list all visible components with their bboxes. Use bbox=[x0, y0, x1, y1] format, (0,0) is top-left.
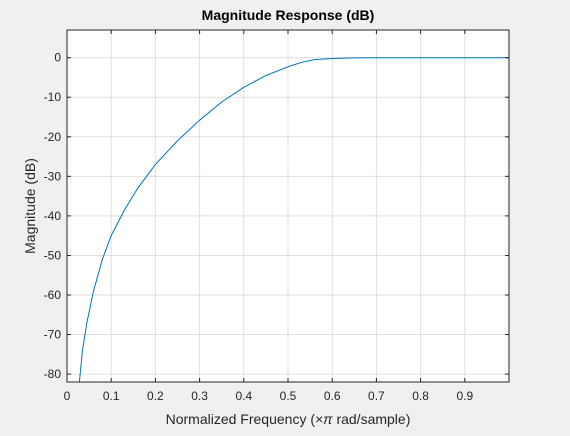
y-tick-label: -50 bbox=[44, 248, 62, 262]
chart-title: Magnitude Response (dB) bbox=[202, 7, 375, 23]
x-tick-label: 0.4 bbox=[235, 389, 252, 403]
x-tick-label: 0.1 bbox=[103, 389, 120, 403]
y-tick-label: -70 bbox=[44, 328, 62, 342]
x-tick-label: 0.3 bbox=[191, 389, 208, 403]
x-axis-label-pi: ×π bbox=[315, 411, 333, 427]
magnitude-response-line bbox=[78, 57, 509, 383]
x-tick-label: 0.6 bbox=[324, 389, 341, 403]
y-tick-label: -10 bbox=[44, 90, 62, 104]
y-tick-label: -40 bbox=[44, 209, 62, 223]
x-tick-label: 0.7 bbox=[368, 389, 385, 403]
y-tick-label: -60 bbox=[44, 288, 62, 302]
x-axis-label-suffix: rad/sample) bbox=[333, 411, 411, 427]
series-layer bbox=[78, 57, 509, 383]
tick-marks bbox=[66, 30, 509, 382]
y-tick-label: 0 bbox=[54, 51, 61, 65]
y-tick-label: -80 bbox=[44, 367, 62, 381]
x-axis-label-prefix: Normalized Frequency ( bbox=[166, 411, 316, 427]
x-tick-label: 0.9 bbox=[456, 389, 473, 403]
x-tick-label: 0.2 bbox=[147, 389, 164, 403]
tick-labels: 0 0.1 0.2 0.3 0.4 0.5 0.6 0.7 0.8 0.9 0 -10 -20 -30 -4… bbox=[44, 51, 474, 403]
x-tick-label: 0.8 bbox=[412, 389, 429, 403]
y-axis-label: Magnitude (dB) bbox=[22, 158, 38, 254]
y-tick-label: -30 bbox=[44, 169, 62, 183]
x-axis-label: Normalized Frequency (×π rad/sample) bbox=[166, 411, 411, 427]
y-tick-label: -20 bbox=[44, 130, 62, 144]
x-tick-label: 0.5 bbox=[280, 389, 297, 403]
x-tick-label: 0 bbox=[64, 389, 71, 403]
